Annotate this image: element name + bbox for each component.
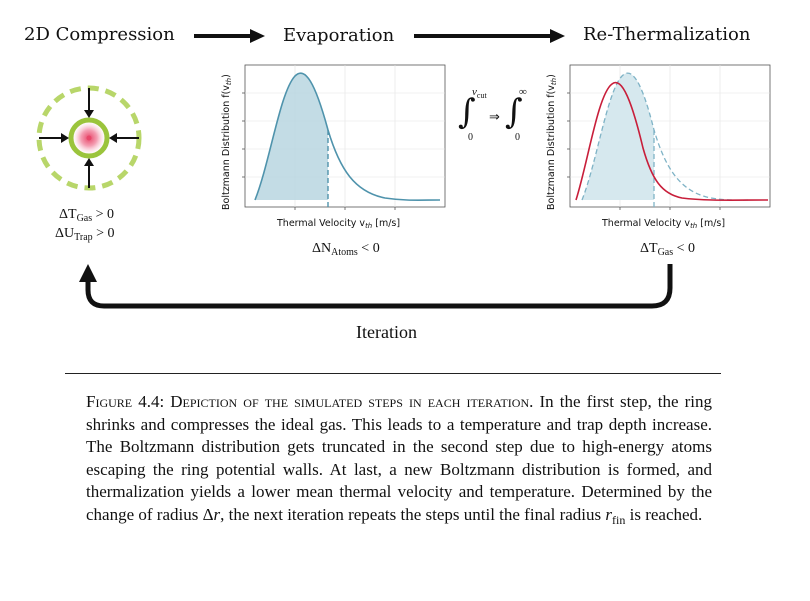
iteration-label: Iteration (356, 322, 417, 342)
condition-trap-depth: ΔUTrap > 0 (55, 226, 115, 243)
inward-arrow-icon (39, 88, 139, 188)
condition-atom-number: ΔNAtoms < 0 (312, 241, 380, 258)
condition-gas-temperature-decrease: ΔTGas < 0 (640, 241, 696, 258)
plot-evaporation: Boltzmann Distribution f(vth) Thermal Ve… (221, 64, 446, 230)
integral-limit-change: ∫ vcut 0 ⇒ ∫ ∞ 0 (458, 86, 527, 143)
plot-rethermalization: Boltzmann Distribution f(vth) Thermal Ve… (546, 64, 771, 230)
caption-rule (65, 373, 721, 374)
previous-distribution-curve (581, 72, 751, 201)
step-title-evaporation: Evaporation (283, 25, 395, 46)
step-title-rethermalization: Re-Thermalization (583, 24, 751, 45)
new-distribution-curve (575, 81, 769, 201)
distribution-fill (255, 73, 328, 200)
caption-lead: Figure 4.4: Depiction of the simulated s… (86, 392, 534, 411)
figure-caption: Figure 4.4: Depiction of the simulated s… (86, 392, 713, 527)
previous-distribution-fill (582, 73, 654, 200)
right-arrow-icon (194, 29, 265, 43)
plot-right-xlabel: Thermal Velocity vth [m/s] (601, 218, 725, 230)
condition-gas-temperature: ΔTGas > 0 (59, 207, 115, 224)
plot-left-xlabel: Thermal Velocity vth [m/s] (276, 218, 400, 230)
right-arrow-icon (414, 29, 565, 43)
loop-arrow-icon (79, 264, 673, 309)
step-title-compression: 2D Compression (24, 24, 175, 45)
distribution-curve (254, 72, 441, 201)
ring-trap-icon (36, 85, 142, 191)
plot-left-ylabel: Boltzmann Distribution f(vth) (221, 74, 233, 210)
plot-right-ylabel: Boltzmann Distribution f(vth) (546, 74, 558, 210)
